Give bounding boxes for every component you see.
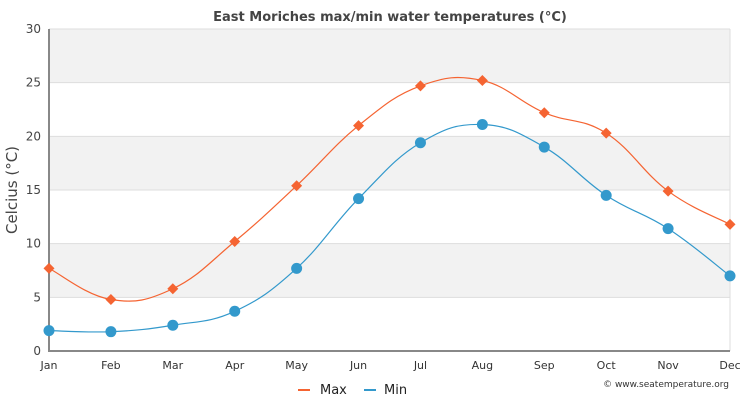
y-tick-label: 0 <box>33 344 41 358</box>
legend: Max Min <box>298 383 407 398</box>
data-point-max-oct[interactable] <box>600 127 612 139</box>
x-tick-label: Jul <box>413 359 427 372</box>
data-point-min-dec[interactable] <box>724 270 736 282</box>
y-axis-ticks: 0 5 10 15 20 25 30 <box>26 22 41 358</box>
data-point-max-mar[interactable] <box>167 283 179 295</box>
data-point-min-oct[interactable] <box>600 189 612 201</box>
credit-text[interactable]: © www.seatemperature.org <box>603 380 729 390</box>
x-axis-ticks: Jan Feb Mar Apr May Jun Jul Aug Sep Oct Nov Dec <box>40 359 741 372</box>
data-point-max-apr[interactable] <box>229 236 241 248</box>
data-point-min-jan[interactable] <box>43 325 55 337</box>
grid-lines <box>49 28 731 352</box>
data-point-min-jun[interactable] <box>353 193 365 205</box>
data-point-min-nov[interactable] <box>662 223 674 235</box>
plot-band <box>49 243 730 298</box>
legend-max-label[interactable]: Max <box>320 383 347 398</box>
chart-title: East Moriches max/min water temperatures… <box>213 10 567 25</box>
x-tick-label: Aug <box>472 359 493 372</box>
data-point-max-jul[interactable] <box>414 80 426 92</box>
y-tick-label: 10 <box>26 237 41 251</box>
data-point-max-jun[interactable] <box>353 120 365 132</box>
x-tick-label: Jun <box>349 359 367 372</box>
x-tick-label: Mar <box>162 359 183 372</box>
plot-band <box>49 136 730 190</box>
data-point-max-feb[interactable] <box>105 293 117 305</box>
y-tick-label: 5 <box>33 290 41 304</box>
x-tick-label: Oct <box>597 359 617 372</box>
x-tick-label: Jan <box>40 359 58 372</box>
y-axis-label: Celcius (°C) <box>3 146 21 234</box>
data-point-max-dec[interactable] <box>724 218 736 230</box>
x-tick-label: Dec <box>719 359 740 372</box>
data-point-min-sep[interactable] <box>538 141 550 153</box>
x-tick-label: Apr <box>225 359 245 372</box>
x-tick-label: Nov <box>657 359 679 372</box>
data-point-max-sep[interactable] <box>538 107 550 119</box>
y-tick-label: 25 <box>26 76 41 90</box>
data-point-max-nov[interactable] <box>662 185 674 197</box>
y-tick-label: 15 <box>26 183 41 197</box>
legend-min-label[interactable]: Min <box>384 383 407 398</box>
series-max <box>43 75 736 305</box>
plot-bands <box>49 29 730 298</box>
data-point-min-aug[interactable] <box>476 119 488 131</box>
data-point-max-aug[interactable] <box>476 75 488 87</box>
y-tick-label: 30 <box>26 22 41 36</box>
data-point-min-feb[interactable] <box>105 326 117 338</box>
plot-band <box>49 29 730 83</box>
data-point-min-apr[interactable] <box>229 305 241 317</box>
data-point-min-jul[interactable] <box>414 137 426 149</box>
data-point-min-mar[interactable] <box>167 319 179 331</box>
data-point-max-may[interactable] <box>291 180 303 192</box>
y-tick-label: 20 <box>26 129 41 143</box>
series-group <box>43 75 736 338</box>
x-tick-label: May <box>285 359 308 372</box>
data-point-max-jan[interactable] <box>43 262 55 274</box>
x-tick-label: Feb <box>101 359 120 372</box>
data-point-min-may[interactable] <box>291 262 303 274</box>
x-tick-label: Sep <box>534 359 555 372</box>
series-min <box>43 119 736 338</box>
